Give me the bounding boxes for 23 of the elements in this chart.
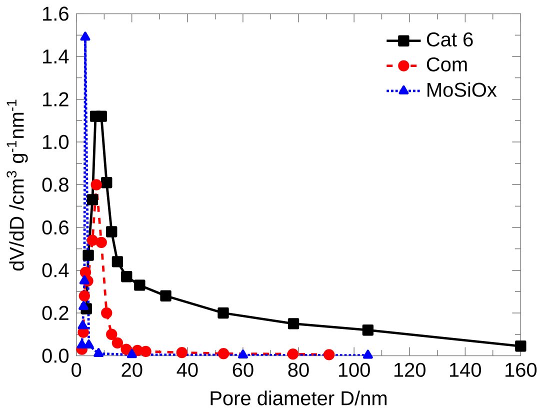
legend-label: Com — [426, 57, 467, 72]
y-tick-label: 0.6 — [42, 220, 68, 235]
y-tick-label: 1.0 — [43, 134, 69, 150]
x-tick-label: 60 — [232, 362, 254, 377]
x-tick-label: 80 — [288, 362, 309, 377]
y-tick-label: 0.8 — [42, 178, 68, 192]
x-tick-label: 0 — [72, 362, 82, 377]
x-tick-label: 160 — [506, 362, 537, 377]
x-tick-label: 140 — [450, 362, 482, 377]
y-tick-label: 1.4 — [43, 50, 69, 64]
y-tick-label: 0.0 — [42, 348, 69, 363]
x-axis-title: Pore diameter D/nm — [210, 390, 387, 406]
x-tick-label: 40 — [176, 362, 198, 377]
y-tick-label: 0.4 — [42, 263, 69, 278]
x-tick-label: 20 — [122, 362, 142, 377]
y-axis-title: dV/dD /cm$^{3}$ g$^{-1}$nm$^{-1}$ — [6, 100, 28, 271]
x-tick-label: 120 — [394, 362, 426, 377]
y-tick-label: 0.2 — [42, 306, 68, 320]
legend-label: MoSiOx — [428, 82, 497, 97]
y-tick-label: 1.6 — [43, 6, 68, 21]
x-tick-label: 100 — [338, 362, 370, 377]
legend-label: Cat 6 — [426, 32, 473, 47]
y-tick-label: 1.2 — [43, 92, 68, 106]
